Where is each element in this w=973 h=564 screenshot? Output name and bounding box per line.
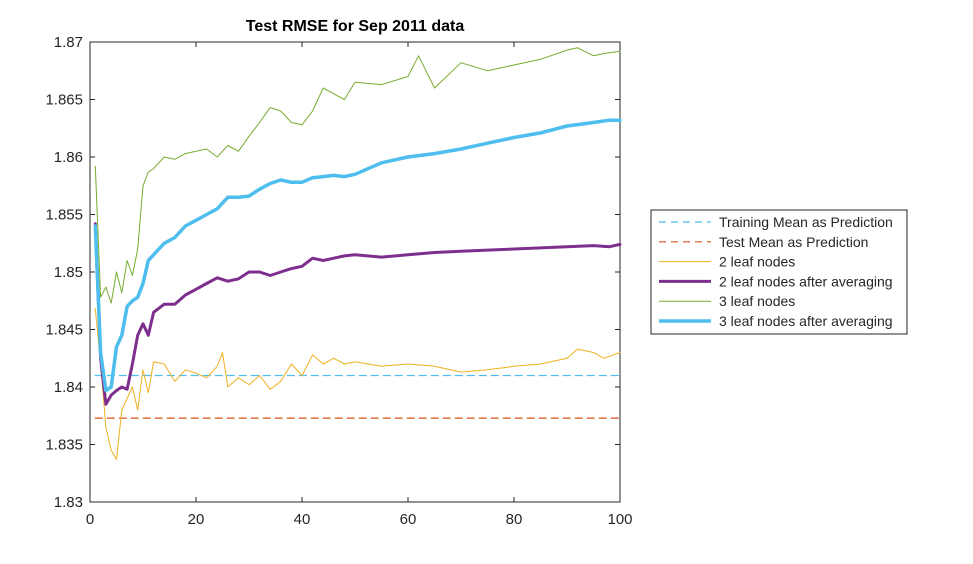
plot-area: 1.83 1.835 1.84 1.845 1.85 1.855 1.86 1.865 1.87… [45, 34, 632, 528]
y-tick-label: 1.855 [45, 207, 83, 224]
y-tick-label: 1.845 [45, 322, 83, 339]
chart-title: Test RMSE for Sep 2011 data [246, 18, 465, 35]
y-tick-label: 1.83 [54, 494, 83, 511]
legend-label: 2 leaf nodes [719, 254, 795, 270]
legend-label: 3 leaf nodes [719, 293, 795, 309]
x-tick-label: 0 [86, 511, 94, 528]
y-tick-label: 1.85 [54, 264, 83, 281]
x-tick-label: 20 [188, 511, 205, 528]
y-tick-label: 1.87 [54, 34, 83, 51]
legend-label: 3 leaf nodes after averaging [719, 313, 893, 329]
y-tick-label: 1.835 [45, 437, 83, 454]
y-tick-label: 1.84 [54, 379, 83, 396]
legend-label: 2 leaf nodes after averaging [719, 273, 893, 289]
series-line-5 [94, 47, 621, 304]
x-tick-label: 40 [294, 511, 311, 528]
legend-box [650, 209, 908, 335]
x-tick-label: 60 [400, 511, 417, 528]
legend-label: Test Mean as Prediction [719, 234, 868, 250]
x-tick-label: 80 [506, 511, 523, 528]
x-tick-label: 100 [607, 511, 632, 528]
axes-box [89, 41, 621, 503]
series-line-6 [93, 118, 622, 393]
legend: Training Mean as Prediction Test Mean as … [650, 209, 908, 335]
y-tick-label: 1.865 [45, 92, 83, 109]
y-tick-label: 1.86 [54, 149, 83, 166]
series-line-4 [93, 222, 622, 406]
legend-label: Training Mean as Prediction [719, 214, 893, 230]
series-line-3 [94, 308, 621, 460]
